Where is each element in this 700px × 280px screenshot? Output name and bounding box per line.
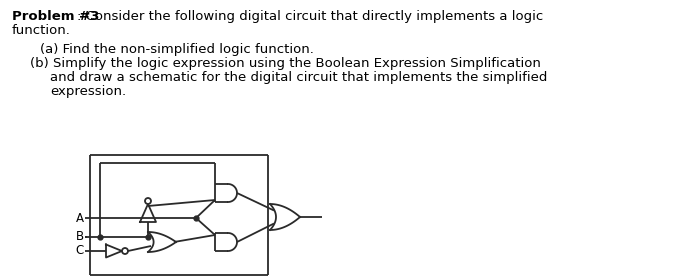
Text: A: A xyxy=(76,211,84,225)
Text: and draw a schematic for the digital circuit that implements the simplified: and draw a schematic for the digital cir… xyxy=(50,71,547,84)
Text: Problem #3: Problem #3 xyxy=(12,10,99,23)
Text: C: C xyxy=(76,244,84,258)
Text: B: B xyxy=(76,230,84,244)
Text: expression.: expression. xyxy=(50,85,126,98)
Text: (a) Find the non-simplified logic function.: (a) Find the non-simplified logic functi… xyxy=(40,43,314,56)
Circle shape xyxy=(122,248,128,254)
Circle shape xyxy=(145,198,151,204)
Text: (b) Simplify the logic expression using the Boolean Expression Simplification: (b) Simplify the logic expression using … xyxy=(30,57,541,70)
Text: function.: function. xyxy=(12,24,71,37)
Text: : Consider the following digital circuit that directly implements a logic: : Consider the following digital circuit… xyxy=(77,10,543,23)
